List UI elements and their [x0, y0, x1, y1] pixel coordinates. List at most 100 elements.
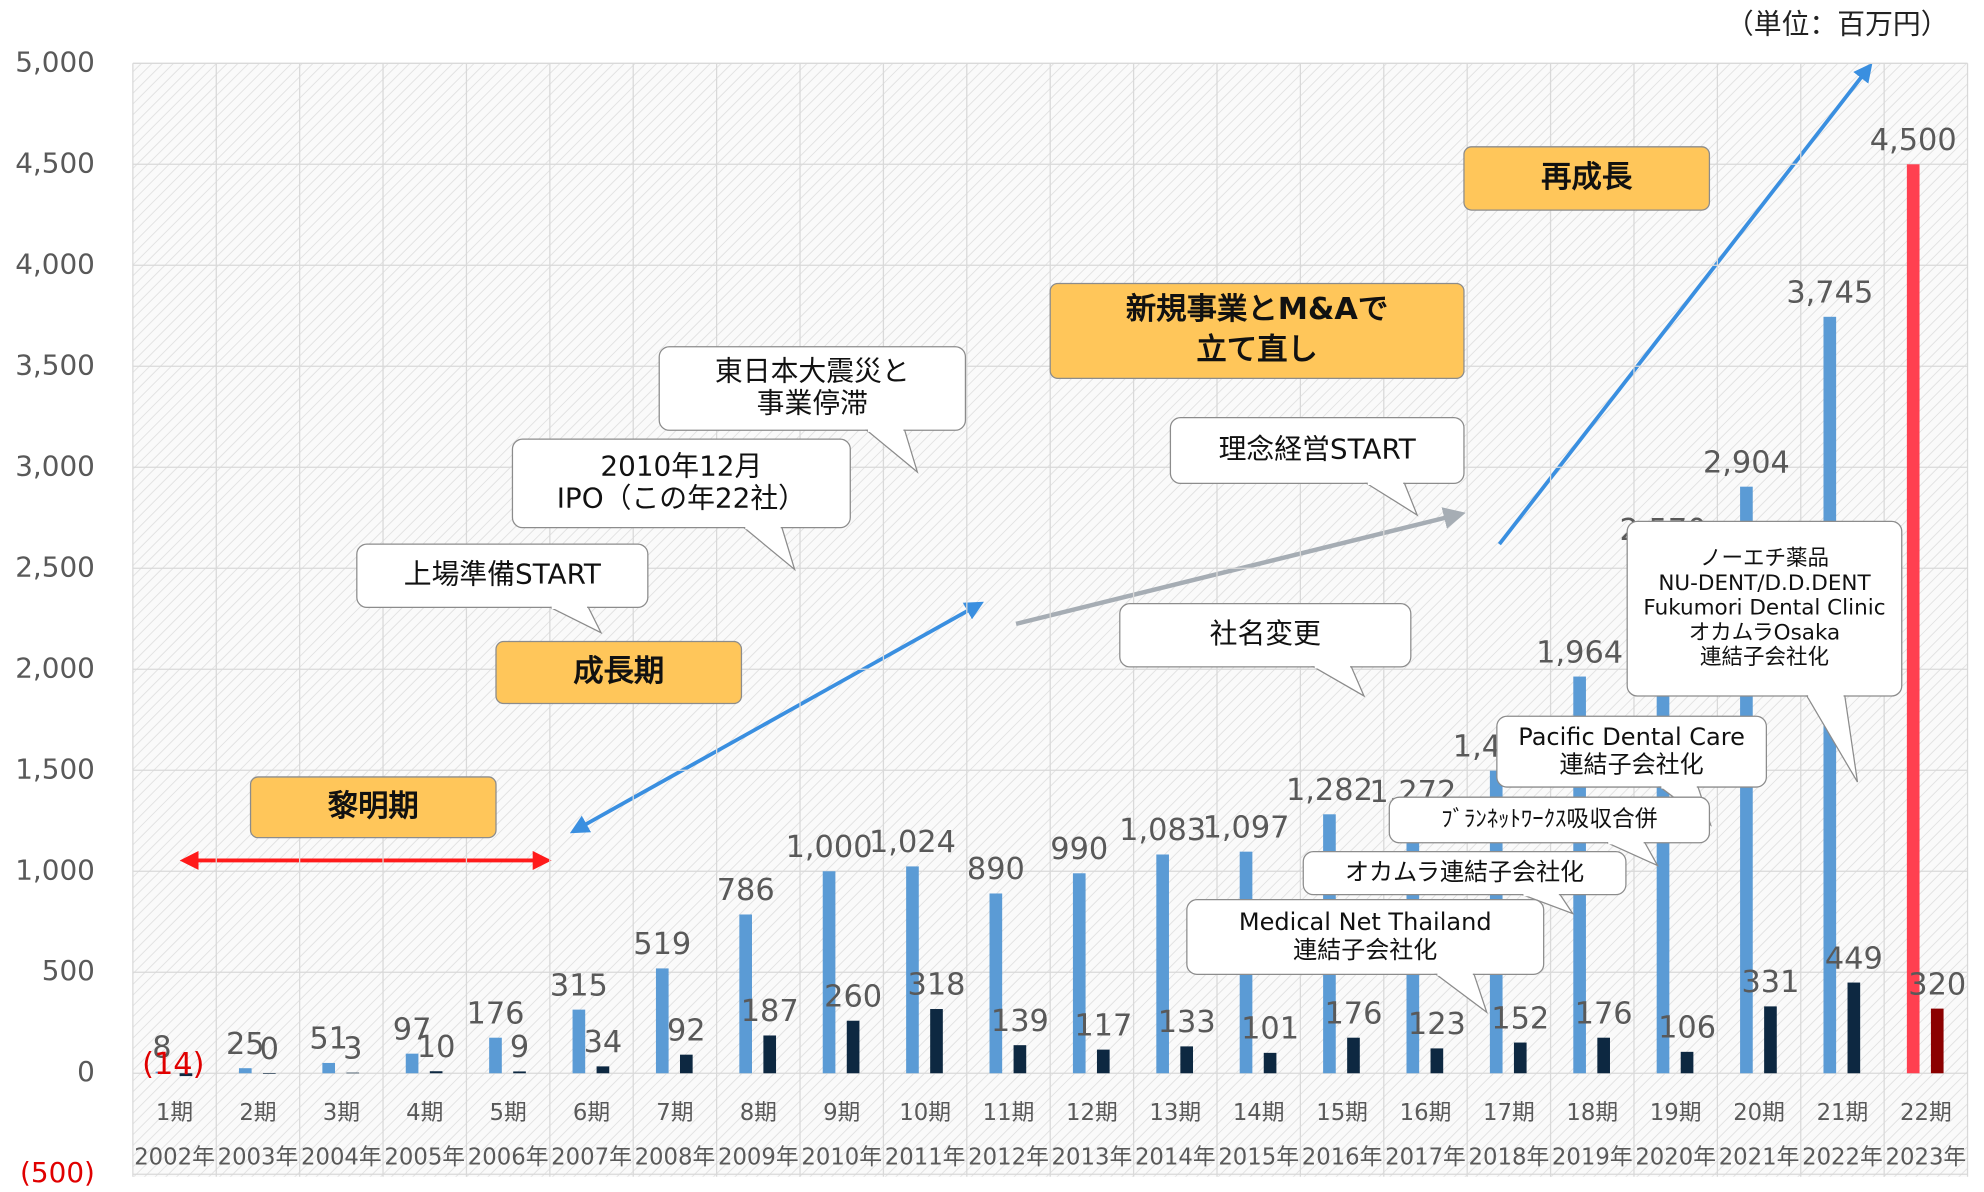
value-label: 176 [1575, 996, 1633, 1031]
bar [1847, 982, 1861, 1074]
callout-text: Fukumori Dental Clinic [1643, 596, 1885, 621]
value-label: 101 [1241, 1012, 1299, 1047]
y-tick-label: 4,000 [15, 247, 95, 280]
bar [822, 871, 836, 1074]
y-tick-label: 3,500 [15, 348, 95, 381]
value-label: 1,282 [1286, 773, 1373, 808]
callout-text: 社名変更 [1210, 617, 1321, 650]
x-tick-label: 4期 [406, 1100, 443, 1126]
value-label: 92 [667, 1013, 706, 1048]
bar [1906, 164, 1920, 1074]
x-tick-label: 14期 [1233, 1100, 1285, 1126]
arrow [569, 601, 984, 834]
bar [489, 1037, 502, 1074]
value-label: 117 [1074, 1008, 1132, 1043]
x-year-label: 2009年 [718, 1144, 799, 1170]
x-year-label: 2015年 [1218, 1144, 1299, 1170]
callout-box [1119, 602, 1412, 668]
value-label: 1,964 [1536, 635, 1623, 670]
value-label: 318 [908, 968, 966, 1003]
bar [1156, 854, 1169, 1074]
x-year-label: 2021年 [1719, 1144, 1800, 1170]
value-label: 4,500 [1870, 123, 1957, 158]
x-year-label: 2006年 [468, 1144, 549, 1170]
value-label: 176 [1324, 996, 1382, 1031]
callout-box [1186, 899, 1545, 975]
callout-text: 理念経営START [1219, 432, 1417, 465]
value-label: 9 [510, 1030, 529, 1065]
x-tick-label: 12期 [1066, 1100, 1118, 1126]
unit-label: （単位：百万円） [1726, 7, 1949, 40]
value-label: 139 [991, 1004, 1049, 1039]
x-year-label: 2011年 [885, 1144, 966, 1170]
value-label: 449 [1825, 941, 1883, 976]
x-year-label: 2002年 [134, 1144, 215, 1170]
bar [596, 1066, 610, 1074]
x-tick-label: 2期 [239, 1100, 276, 1126]
x-year-label: 2016年 [1302, 1144, 1383, 1170]
bar [1513, 1042, 1527, 1074]
x-tick-label: 8期 [740, 1100, 777, 1126]
x-year-label: 2017年 [1385, 1144, 1466, 1170]
phase-box [1463, 146, 1711, 211]
value-label: 51 [309, 1022, 348, 1057]
y-tick-label: 2,000 [15, 651, 95, 684]
bar [429, 1071, 443, 1074]
phase-label: 再成長 [1541, 160, 1633, 195]
callout-text: オカムラ連結子会社化 [1345, 858, 1584, 886]
bar [1180, 1046, 1194, 1074]
bar [179, 1073, 193, 1077]
value-label: 187 [741, 994, 799, 1029]
bar [1430, 1048, 1444, 1074]
x-year-label: 2020年 [1635, 1144, 1716, 1170]
x-tick-label: 21期 [1817, 1100, 1869, 1126]
bar [1263, 1052, 1277, 1074]
value-label: 152 [1491, 1001, 1549, 1036]
x-tick-label: 15期 [1316, 1100, 1368, 1126]
value-label: 8 [152, 1030, 171, 1065]
x-year-label: 2010年 [801, 1144, 882, 1170]
phase-label: 成長期 [573, 654, 664, 689]
x-year-label: 2008年 [635, 1144, 716, 1170]
value-label: 990 [1050, 832, 1108, 867]
bar [679, 1054, 693, 1074]
bar [655, 968, 669, 1074]
value-label: 0 [260, 1032, 279, 1067]
bar [572, 1009, 586, 1074]
x-tick-label: 1期 [156, 1100, 193, 1126]
x-year-label: 2007年 [551, 1144, 632, 1170]
phase-box [249, 776, 497, 839]
y-tick-label: 4,500 [15, 146, 95, 179]
value-label: 97 [393, 1012, 432, 1047]
callout-text: 事業停滞 [757, 386, 868, 419]
value-label: 133 [1158, 1005, 1216, 1040]
callout-text: ノーエチ薬品 [1700, 546, 1829, 571]
y-tick-label: 1,000 [15, 853, 95, 886]
value-label: 260 [824, 979, 882, 1014]
bar [1680, 1051, 1694, 1074]
x-year-label: 2004年 [301, 1144, 382, 1170]
bar [405, 1053, 419, 1074]
callout-text: 2010年12月 [600, 449, 762, 482]
x-tick-label: 22期 [1900, 1100, 1952, 1126]
y-tick-label: 2,500 [15, 550, 95, 583]
phase-label: 黎明期 [328, 789, 419, 824]
bar [322, 1062, 336, 1074]
y-tick-label: 3,000 [15, 449, 95, 482]
value-label: 10 [417, 1030, 456, 1065]
value-label: 25 [226, 1027, 265, 1062]
x-year-label: 2013年 [1052, 1144, 1133, 1170]
callout-box [658, 346, 967, 431]
x-tick-label: 3期 [323, 1100, 360, 1126]
callout-text: 連結子会社化 [1700, 645, 1829, 670]
callout-box [1626, 520, 1903, 697]
value-label: 2,904 [1703, 445, 1790, 480]
callout-box [356, 543, 649, 609]
callout-text: 連結子会社化 [1560, 750, 1704, 778]
y-tick-label: 0 [77, 1055, 95, 1088]
value-label: 123 [1408, 1007, 1466, 1042]
bar [1013, 1045, 1027, 1074]
value-label: 320 [1908, 967, 1966, 1002]
callout-box [511, 438, 851, 529]
x-tick-label: 16期 [1400, 1100, 1452, 1126]
